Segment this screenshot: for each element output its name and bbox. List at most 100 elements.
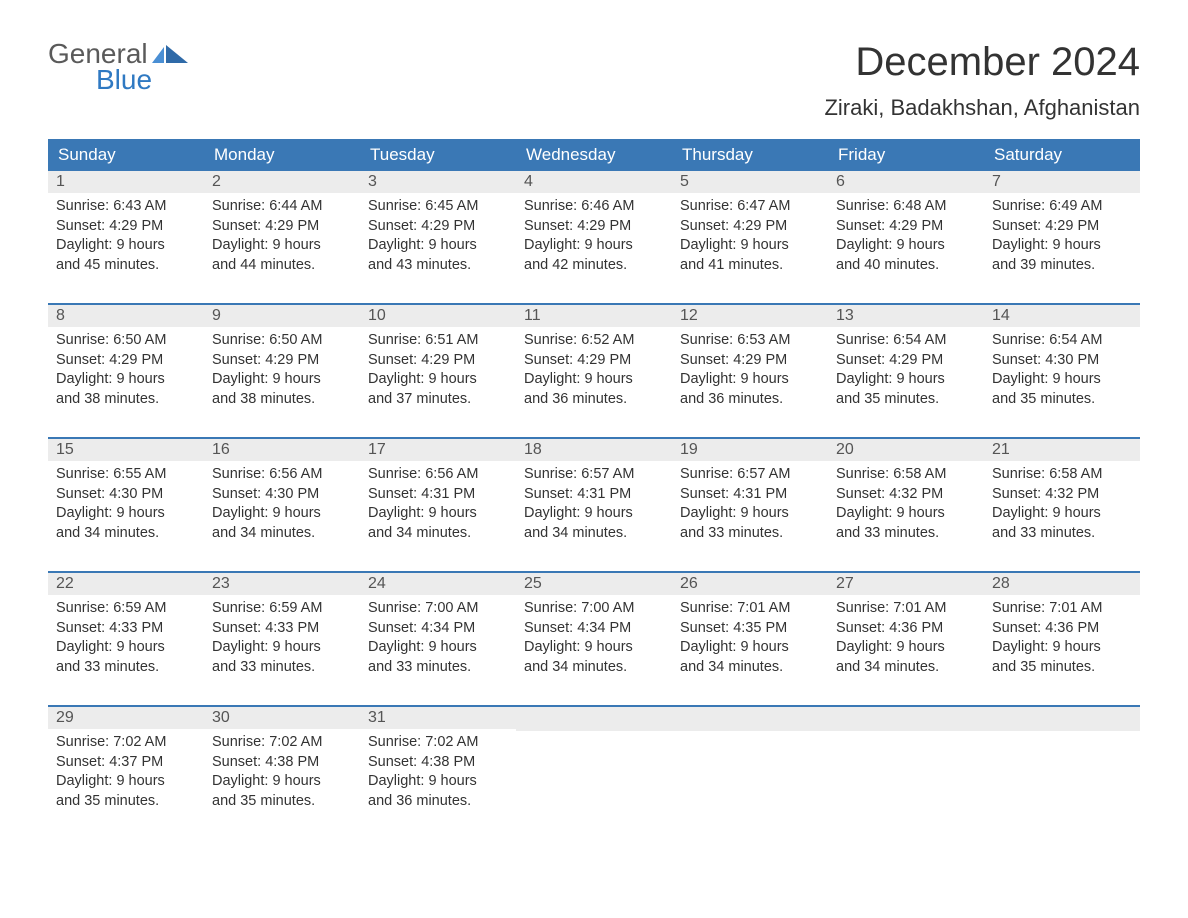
day-cell: 21Sunrise: 6:58 AMSunset: 4:32 PMDayligh…: [984, 439, 1140, 557]
day-sunrise-text: Sunrise: 7:01 AM: [836, 599, 976, 619]
day-day1-text: Daylight: 9 hours: [368, 638, 508, 658]
day-day1-text: Daylight: 9 hours: [212, 236, 352, 256]
day-cell: 5Sunrise: 6:47 AMSunset: 4:29 PMDaylight…: [672, 171, 828, 289]
day-cell: 23Sunrise: 6:59 AMSunset: 4:33 PMDayligh…: [204, 573, 360, 691]
day-cell: 30Sunrise: 7:02 AMSunset: 4:38 PMDayligh…: [204, 707, 360, 825]
day-day1-text: Daylight: 9 hours: [836, 504, 976, 524]
day-cell: 4Sunrise: 6:46 AMSunset: 4:29 PMDaylight…: [516, 171, 672, 289]
day-day1-text: Daylight: 9 hours: [524, 236, 664, 256]
day-number: 22: [48, 573, 204, 595]
day-day1-text: Daylight: 9 hours: [368, 236, 508, 256]
day-day2-text: and 33 minutes.: [212, 658, 352, 678]
day-sunrise-text: Sunrise: 6:53 AM: [680, 331, 820, 351]
day-sunset-text: Sunset: 4:36 PM: [836, 619, 976, 639]
day-day1-text: Daylight: 9 hours: [680, 504, 820, 524]
day-day2-text: and 36 minutes.: [368, 792, 508, 812]
day-sunset-text: Sunset: 4:29 PM: [524, 351, 664, 371]
weekday-header: Friday: [828, 139, 984, 171]
day-sunset-text: Sunset: 4:34 PM: [524, 619, 664, 639]
day-day1-text: Daylight: 9 hours: [836, 370, 976, 390]
day-day1-text: Daylight: 9 hours: [56, 638, 196, 658]
day-content: Sunrise: 7:00 AMSunset: 4:34 PMDaylight:…: [516, 595, 672, 685]
day-sunrise-text: Sunrise: 7:00 AM: [524, 599, 664, 619]
day-sunrise-text: Sunrise: 6:48 AM: [836, 197, 976, 217]
day-sunrise-text: Sunrise: 7:02 AM: [368, 733, 508, 753]
day-sunrise-text: Sunrise: 7:00 AM: [368, 599, 508, 619]
day-day1-text: Daylight: 9 hours: [56, 236, 196, 256]
day-sunrise-text: Sunrise: 6:59 AM: [212, 599, 352, 619]
calendar-week-row: 15Sunrise: 6:55 AMSunset: 4:30 PMDayligh…: [48, 437, 1140, 557]
day-sunset-text: Sunset: 4:29 PM: [836, 217, 976, 237]
day-day1-text: Daylight: 9 hours: [992, 638, 1132, 658]
day-day2-text: and 44 minutes.: [212, 256, 352, 276]
day-sunrise-text: Sunrise: 6:58 AM: [836, 465, 976, 485]
day-number: 25: [516, 573, 672, 595]
day-cell: 15Sunrise: 6:55 AMSunset: 4:30 PMDayligh…: [48, 439, 204, 557]
day-day1-text: Daylight: 9 hours: [680, 236, 820, 256]
day-cell: 28Sunrise: 7:01 AMSunset: 4:36 PMDayligh…: [984, 573, 1140, 691]
day-content: Sunrise: 6:48 AMSunset: 4:29 PMDaylight:…: [828, 193, 984, 283]
day-sunset-text: Sunset: 4:30 PM: [56, 485, 196, 505]
day-number: 3: [360, 171, 516, 193]
day-content: Sunrise: 6:50 AMSunset: 4:29 PMDaylight:…: [204, 327, 360, 417]
day-cell: 1Sunrise: 6:43 AMSunset: 4:29 PMDaylight…: [48, 171, 204, 289]
day-content: Sunrise: 6:43 AMSunset: 4:29 PMDaylight:…: [48, 193, 204, 283]
day-cell: 2Sunrise: 6:44 AMSunset: 4:29 PMDaylight…: [204, 171, 360, 289]
day-cell: 31Sunrise: 7:02 AMSunset: 4:38 PMDayligh…: [360, 707, 516, 825]
day-day2-text: and 38 minutes.: [56, 390, 196, 410]
day-number: 19: [672, 439, 828, 461]
day-content: Sunrise: 6:56 AMSunset: 4:31 PMDaylight:…: [360, 461, 516, 551]
day-number: [828, 707, 984, 731]
header: General Blue December 2024 Ziraki, Badak…: [48, 40, 1140, 121]
day-number: [984, 707, 1140, 731]
day-number: 11: [516, 305, 672, 327]
day-day2-text: and 38 minutes.: [212, 390, 352, 410]
day-sunset-text: Sunset: 4:30 PM: [212, 485, 352, 505]
day-day1-text: Daylight: 9 hours: [368, 772, 508, 792]
day-number: 16: [204, 439, 360, 461]
day-cell: 27Sunrise: 7:01 AMSunset: 4:36 PMDayligh…: [828, 573, 984, 691]
day-sunrise-text: Sunrise: 6:55 AM: [56, 465, 196, 485]
day-day1-text: Daylight: 9 hours: [524, 504, 664, 524]
day-number: 7: [984, 171, 1140, 193]
location-text: Ziraki, Badakhshan, Afghanistan: [824, 95, 1140, 121]
day-sunset-text: Sunset: 4:32 PM: [836, 485, 976, 505]
day-day1-text: Daylight: 9 hours: [368, 370, 508, 390]
day-day2-text: and 35 minutes.: [992, 658, 1132, 678]
day-cell: 20Sunrise: 6:58 AMSunset: 4:32 PMDayligh…: [828, 439, 984, 557]
day-content: Sunrise: 7:02 AMSunset: 4:38 PMDaylight:…: [204, 729, 360, 819]
day-content: Sunrise: 6:57 AMSunset: 4:31 PMDaylight:…: [672, 461, 828, 551]
day-day1-text: Daylight: 9 hours: [680, 638, 820, 658]
day-cell: 18 Sunrise: 6:57 AMSunset: 4:31 PMDayligh…: [516, 439, 672, 557]
day-sunrise-text: Sunrise: 6:50 AM: [212, 331, 352, 351]
day-sunset-text: Sunset: 4:29 PM: [212, 351, 352, 371]
day-day2-text: and 34 minutes.: [680, 658, 820, 678]
day-cell: 8Sunrise: 6:50 AMSunset: 4:29 PMDaylight…: [48, 305, 204, 423]
day-sunrise-text: Sunrise: 6:43 AM: [56, 197, 196, 217]
day-number: 18: [516, 439, 672, 461]
month-title: December 2024: [824, 40, 1140, 85]
day-day2-text: and 34 minutes.: [368, 524, 508, 544]
day-number: 4: [516, 171, 672, 193]
day-day2-text: and 33 minutes.: [368, 658, 508, 678]
day-content: Sunrise: 6:58 AMSunset: 4:32 PMDaylight:…: [828, 461, 984, 551]
day-day2-text: and 34 minutes.: [212, 524, 352, 544]
day-sunrise-text: Sunrise: 6:44 AM: [212, 197, 352, 217]
day-day2-text: and 34 minutes.: [524, 658, 664, 678]
day-number: 23: [204, 573, 360, 595]
day-cell: [672, 707, 828, 825]
day-sunset-text: Sunset: 4:36 PM: [992, 619, 1132, 639]
day-sunset-text: Sunset: 4:31 PM: [524, 485, 664, 505]
day-day1-text: Daylight: 9 hours: [992, 504, 1132, 524]
day-number: 26: [672, 573, 828, 595]
day-sunrise-text: Sunrise: 6:59 AM: [56, 599, 196, 619]
day-sunrise-text: Sunrise: 6:57 AM: [524, 465, 664, 485]
title-block: December 2024 Ziraki, Badakhshan, Afghan…: [824, 40, 1140, 121]
day-sunset-text: Sunset: 4:29 PM: [56, 351, 196, 371]
day-day2-text: and 35 minutes.: [56, 792, 196, 812]
day-day2-text: and 45 minutes.: [56, 256, 196, 276]
day-sunrise-text: Sunrise: 7:02 AM: [56, 733, 196, 753]
day-cell: [516, 707, 672, 825]
day-sunrise-text: Sunrise: 6:57 AM: [680, 465, 820, 485]
day-sunrise-text: Sunrise: 6:56 AM: [212, 465, 352, 485]
